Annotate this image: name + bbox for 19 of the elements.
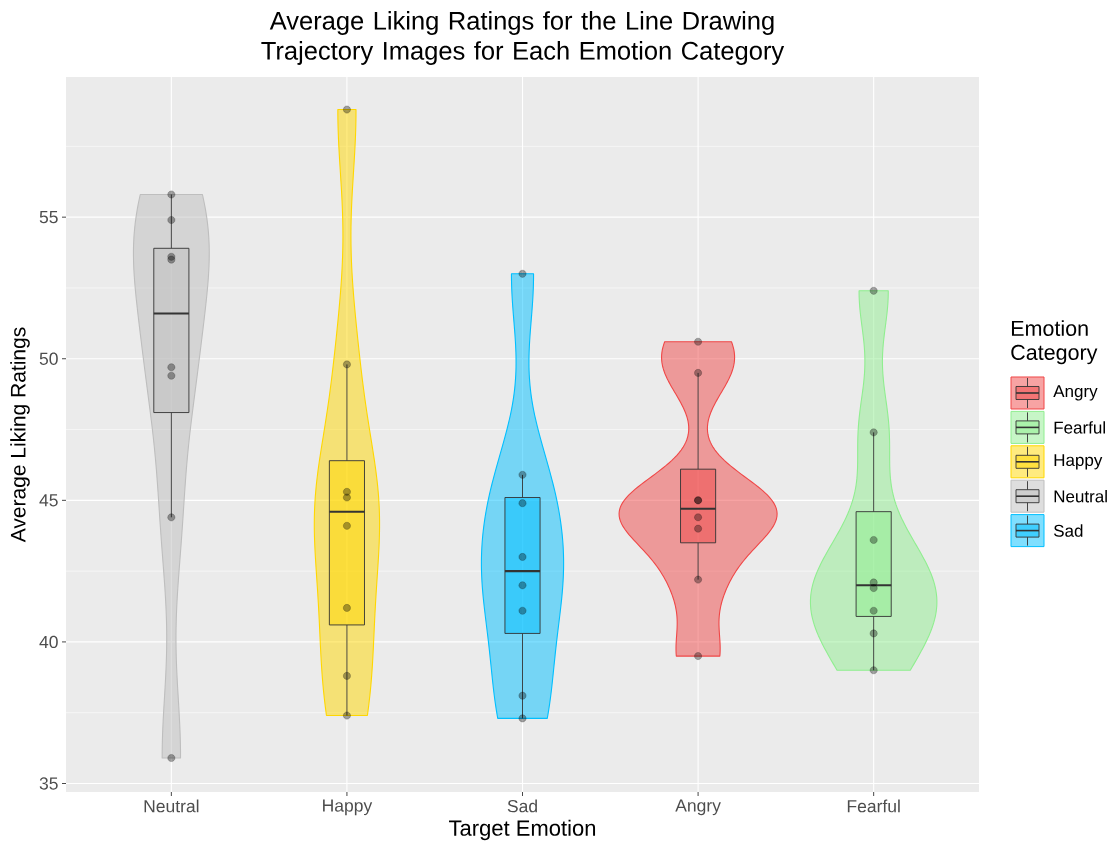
chart-title: Average Liking Ratings for the Line Drawing Trajectory Images for Each Emotion Category [261, 11, 785, 65]
legend-label: Neutral [1054, 489, 1107, 503]
legend-title: Emotion Category [1011, 320, 1098, 365]
x-tick-label: Happy [323, 799, 373, 816]
legend-label: Sad [1053, 524, 1083, 537]
y-tick-label: 50 [39, 352, 58, 365]
legend-label: Fearful [1054, 421, 1105, 434]
x-tick-label: Angry [675, 799, 721, 816]
legend-label: Angry [1053, 385, 1098, 401]
y-axis-title: Average Liking Ratings [10, 327, 30, 543]
y-tick-label: 40 [39, 635, 58, 649]
x-axis-title: Target Emotion [449, 819, 596, 841]
legend-label: Happy [1054, 454, 1103, 470]
y-tick-label: 55 [39, 211, 58, 224]
y-tick-label: 45 [39, 494, 58, 507]
x-tick-label: Sad [507, 799, 537, 813]
y-tick-label: 35 [39, 777, 58, 790]
x-tick-label: Fearful [847, 799, 900, 813]
x-tick-label: Neutral [144, 799, 199, 813]
